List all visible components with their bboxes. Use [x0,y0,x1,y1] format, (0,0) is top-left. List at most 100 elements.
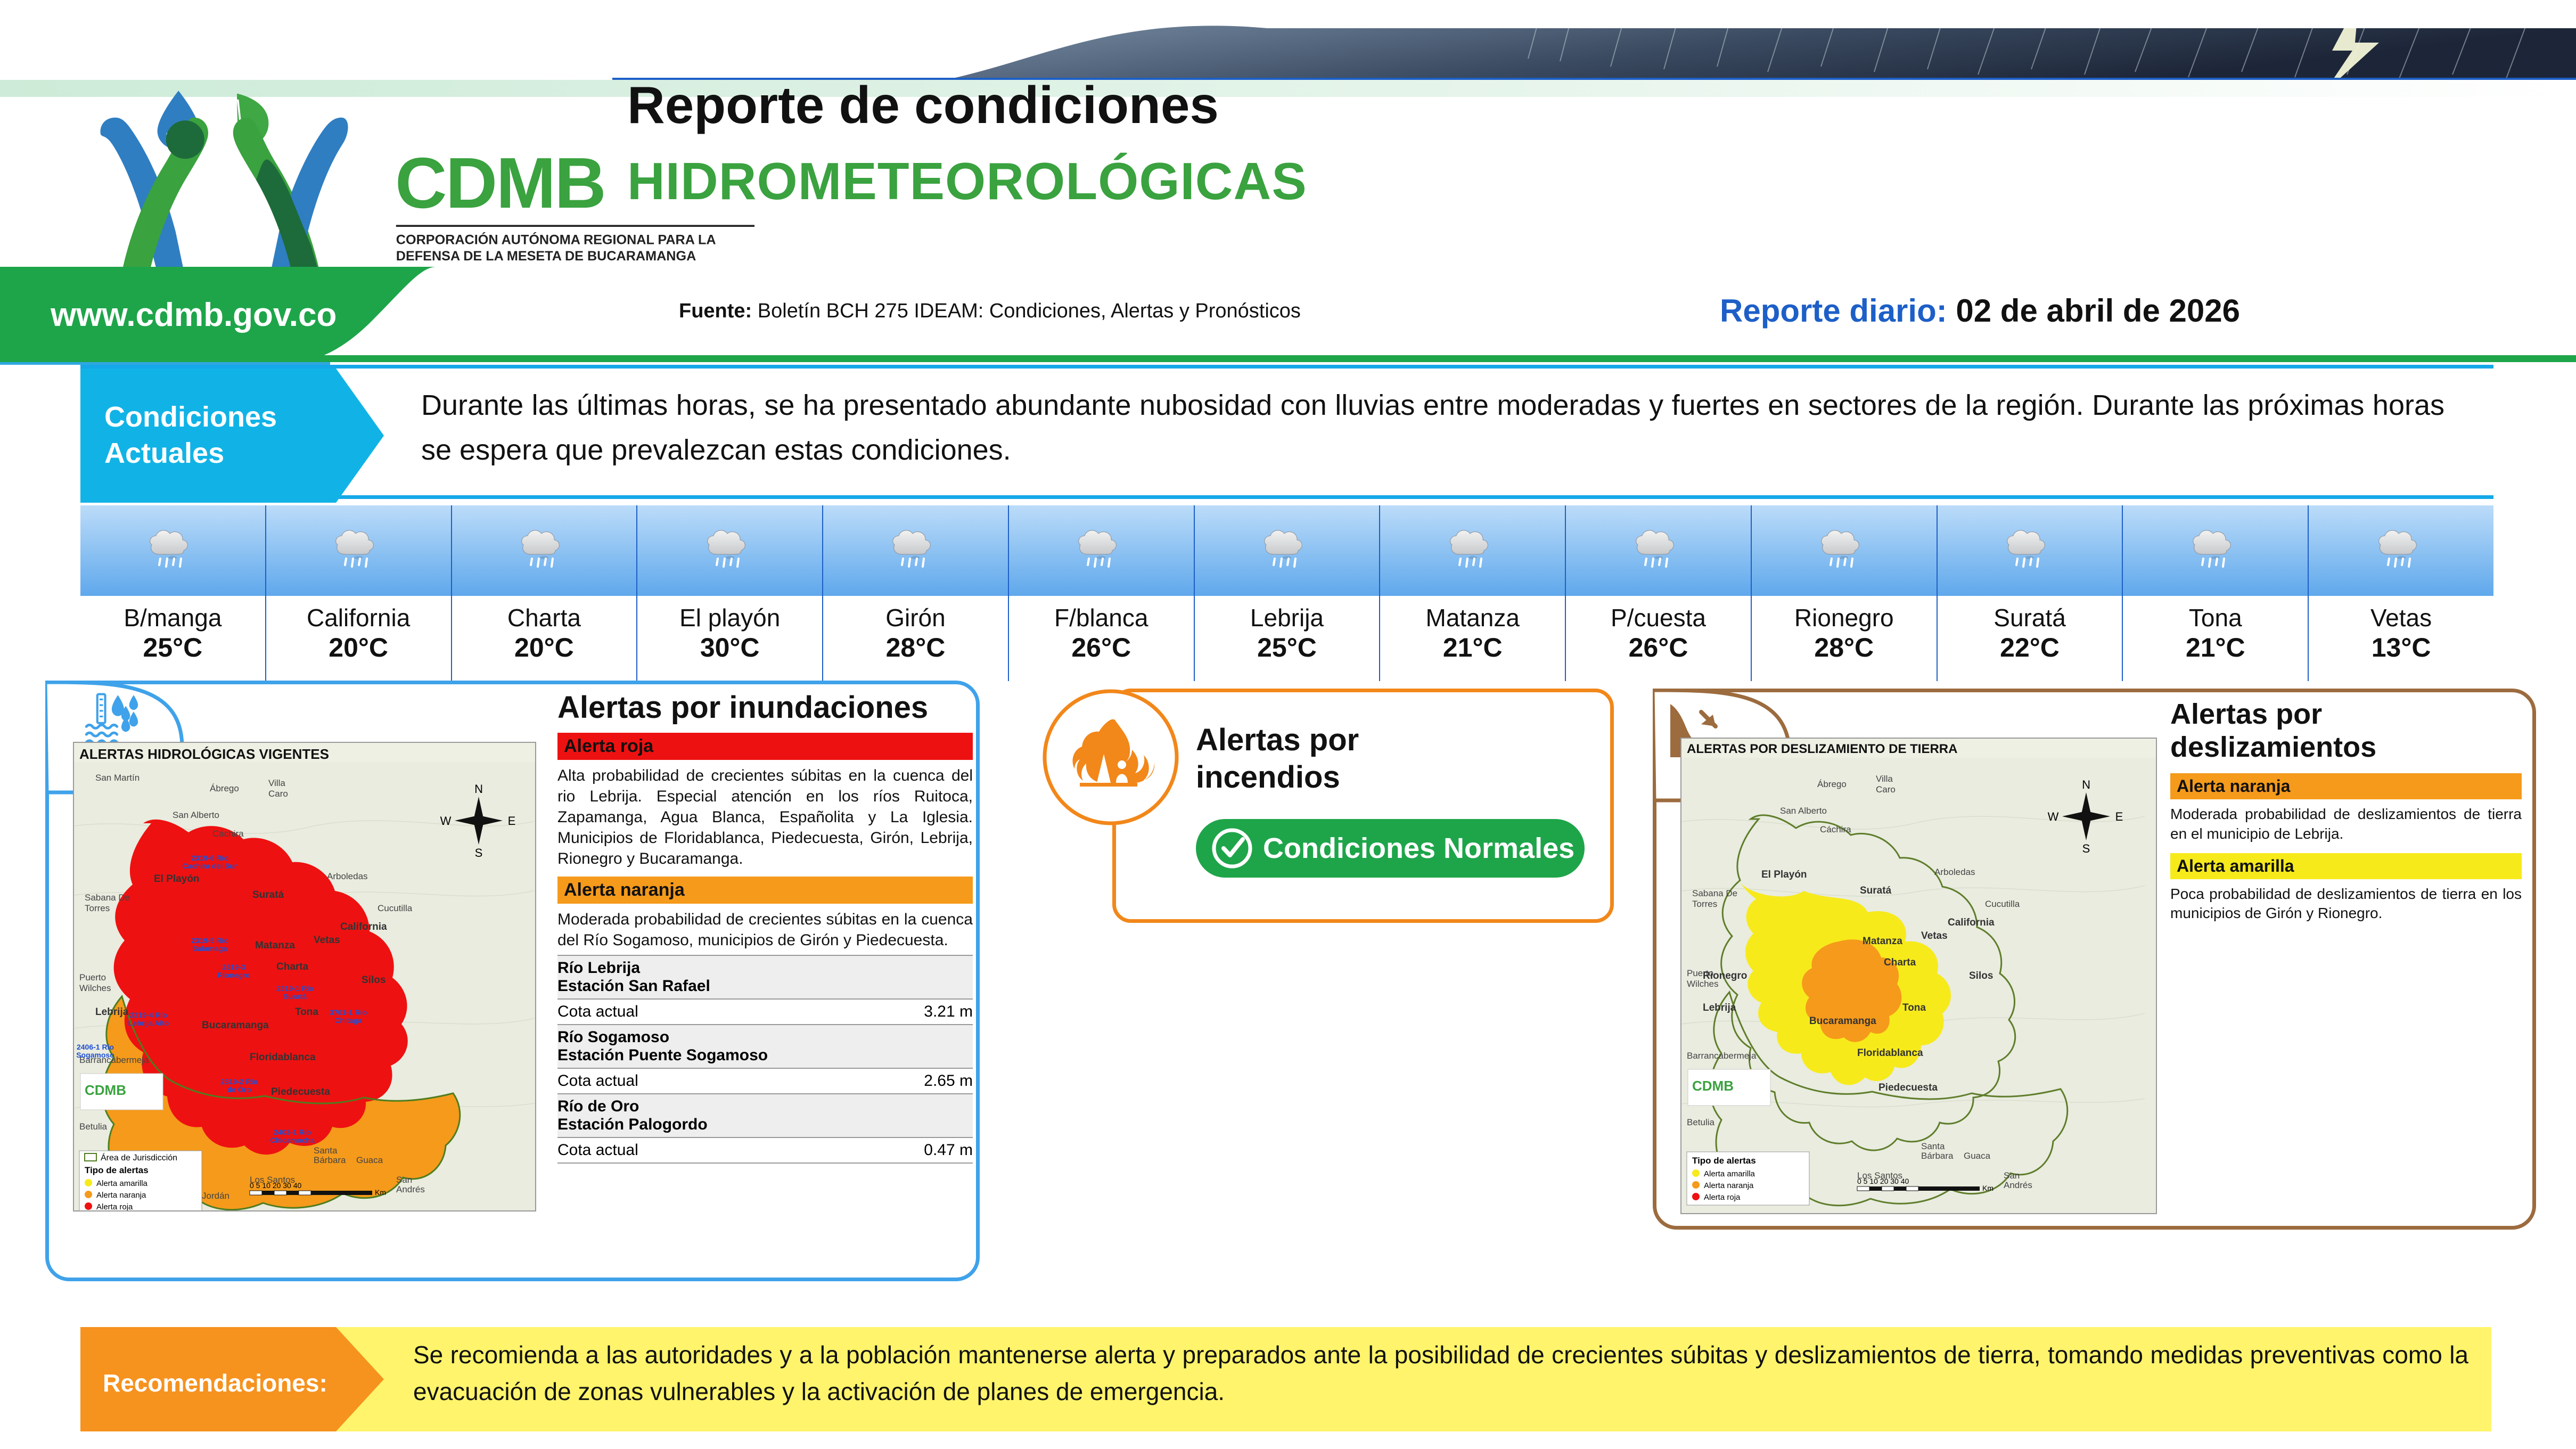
svg-text:Ábrego: Ábrego [1817,779,1847,789]
svg-text:Tona: Tona [295,1006,318,1018]
svg-text:Alerta roja: Alerta roja [96,1202,133,1211]
svg-text:E: E [508,814,516,828]
svg-text:Torres: Torres [85,903,110,913]
svg-text:2319-6 Río: 2319-6 Río [191,854,228,862]
svg-text:Silos: Silos [362,975,385,986]
svg-text:Alerta roja: Alerta roja [1704,1193,1741,1202]
svg-text:0 5 10 20 30: 0 5 10 20 30 40 [1857,1177,1909,1185]
svg-text:Suratá: Suratá [252,889,284,900]
svg-text:Cáchira: Cáchira [1820,824,1851,834]
svg-text:Charta: Charta [276,961,309,972]
svg-text:Sogamoso: Sogamoso [76,1051,114,1059]
svg-text:Tipo de alertas: Tipo de alertas [85,1165,149,1175]
svg-text:Floridablanca: Floridablanca [250,1052,316,1063]
svg-text:Alerta amarilla: Alerta amarilla [1704,1169,1755,1178]
svg-text:Jordán: Jordán [202,1191,229,1201]
svg-text:S: S [475,846,483,859]
svg-text:Km: Km [375,1188,386,1197]
svg-text:Betulia: Betulia [79,1121,108,1132]
svg-text:Alerta naranja: Alerta naranja [1704,1181,1754,1190]
svg-text:de Oro: de Oro [227,1085,251,1094]
svg-text:Andrés: Andrés [396,1184,425,1194]
svg-text:Matanza: Matanza [1863,936,1902,947]
svg-text:Matanza: Matanza [255,940,295,951]
svg-text:Torres: Torres [1692,899,1717,909]
svg-text:Lebrija: Lebrija [1703,1002,1736,1013]
svg-text:Guaca: Guaca [1964,1151,1991,1161]
svg-text:Puerto: Puerto [79,972,106,983]
svg-text:Silos: Silos [1969,970,1993,981]
svg-text:Salamaga: Salamaga [192,944,227,953]
svg-text:2319-5 Río: 2319-5 Río [191,936,228,945]
svg-text:CDMB: CDMB [1692,1078,1734,1094]
svg-text:Caro: Caro [268,789,288,799]
svg-text:Piedecuesta: Piedecuesta [1878,1082,1938,1093]
svg-text:CDMB: CDMB [85,1082,126,1098]
svg-text:Santa: Santa [1921,1141,1945,1151]
svg-text:San: San [2004,1170,2020,1181]
svg-text:S: S [2082,842,2090,855]
svg-text:Lebrija: Lebrija [95,1006,129,1018]
svg-text:Vetas: Vetas [1921,930,1948,942]
svg-text:Alerta amarilla: Alerta amarilla [96,1179,148,1188]
svg-text:Chicamocha: Chicamocha [270,1136,314,1144]
svg-text:El Playón: El Playón [1761,869,1807,880]
svg-text:Villa: Villa [268,778,285,788]
svg-text:3701-1 Río: 3701-1 Río [330,1008,367,1017]
svg-text:El Playón: El Playón [154,873,200,885]
svg-text:W: W [2048,810,2059,823]
svg-text:0 5 10 20 30: 0 5 10 20 30 40 [250,1181,302,1190]
svg-text:N: N [474,782,483,796]
svg-text:San Alberto: San Alberto [1780,806,1827,816]
svg-text:Arboledas: Arboledas [1934,867,1975,877]
svg-text:California: California [340,921,387,932]
svg-text:2319-3: 2319-3 [222,963,245,971]
svg-text:2406-1 Río: 2406-1 Río [77,1043,114,1051]
svg-text:Cucutilla: Cucutilla [378,903,413,913]
svg-text:Betulia: Betulia [1687,1117,1715,1127]
svg-text:Bárbara: Bárbara [1921,1151,1954,1161]
svg-text:Alerta naranja: Alerta naranja [96,1191,146,1200]
svg-text:Guaca: Guaca [356,1155,383,1165]
svg-text:Vetas: Vetas [314,935,340,946]
svg-text:Barrancabermeja: Barrancabermeja [1687,1051,1757,1061]
svg-text:Área de Jurisdicción: Área de Jurisdicción [101,1152,177,1163]
svg-text:San Martín: San Martín [95,773,140,783]
svg-text:Villa: Villa [1876,774,1893,784]
svg-text:Rionegro: Rionegro [217,971,250,979]
svg-text:Santa: Santa [314,1145,338,1156]
svg-text:2403-1 Río: 2403-1 Río [274,1128,311,1136]
svg-text:Piedecuesta: Piedecuesta [271,1086,330,1098]
svg-text:Suratá: Suratá [283,992,307,1001]
svg-text:Andrés: Andrés [2004,1180,2032,1190]
svg-text:E: E [2115,810,2123,823]
svg-text:Ábrego: Ábrego [210,783,239,793]
svg-text:CORPORACIÓN AUTÓNOMA REGIONAL: CORPORACIÓN AUTÓNOMA REGIONAL PARA LA [396,231,716,247]
svg-text:Cachira del Sur: Cachira del Sur [183,862,237,870]
svg-text:2319-1 Río: 2319-1 Río [276,984,314,993]
svg-text:Bárbara: Bárbara [314,1155,346,1165]
svg-text:DEFENSA DE LA MESETA DE BUCARA: DEFENSA DE LA MESETA DE BUCARAMANGA [396,249,696,264]
svg-text:Cucutilla: Cucutilla [1985,899,2020,909]
svg-text:Arboledas: Arboledas [327,871,368,881]
svg-text:2319-2 Río: 2319-2 Río [220,1077,258,1086]
svg-text:Caro: Caro [1876,784,1896,795]
svg-text:Tipo de alertas: Tipo de alertas [1692,1156,1756,1166]
svg-text:California: California [1948,917,1995,928]
svg-text:Sabana De: Sabana De [1692,888,1737,898]
svg-text:Lebrija Alto: Lebrija Alto [128,1019,169,1027]
svg-text:Suratá: Suratá [1860,885,1892,896]
svg-text:Sabana De: Sabana De [85,893,130,903]
svg-text:San: San [396,1175,412,1185]
svg-text:2319-4 Río: 2319-4 Río [130,1011,167,1019]
svg-text:Bucaramanga: Bucaramanga [1809,1016,1876,1027]
svg-text:San Alberto: San Alberto [173,810,219,820]
svg-text:Floridablanca: Floridablanca [1857,1047,1923,1059]
svg-text:CDMB: CDMB [395,143,605,223]
svg-text:Cáchira: Cáchira [212,829,244,839]
svg-text:Km: Km [1982,1184,1993,1192]
svg-text:Tona: Tona [1902,1002,1926,1013]
svg-text:Wilches: Wilches [79,983,111,993]
svg-text:Charta: Charta [1884,957,1916,968]
svg-text:Chitaga: Chitaga [334,1016,362,1025]
